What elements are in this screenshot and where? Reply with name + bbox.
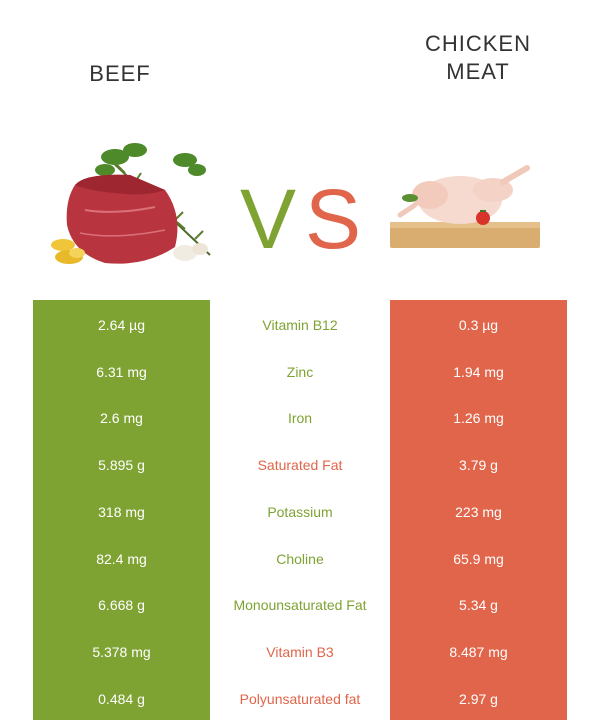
beef-value: 82.4 mg — [96, 551, 147, 567]
chicken-value: 223 mg — [455, 504, 502, 520]
chicken-value: 3.79 g — [459, 457, 498, 473]
nutrient-label: Vitamin B12 — [262, 317, 338, 333]
chicken-value: 5.34 g — [459, 597, 498, 613]
vs-mark: V S — [240, 172, 361, 260]
nutrient-label: Polyunsaturated fat — [239, 691, 361, 707]
beef-value: 6.31 mg — [96, 364, 147, 380]
nutrient-label: Saturated Fat — [257, 457, 343, 473]
beef-image — [51, 143, 211, 264]
beef-value: 6.668 g — [98, 597, 145, 613]
vs-letter-v: V — [240, 172, 296, 260]
nutrient-label: Vitamin B3 — [266, 644, 334, 660]
chicken-values-column: 0.3 µg 1.94 mg 1.26 mg 3.79 g 223 mg 65.9 mg 5… — [390, 300, 567, 720]
chicken-value: 0.3 µg — [458, 317, 499, 333]
beef-value: 0.484 g — [98, 691, 145, 707]
beef-value: 2.6 mg — [100, 410, 143, 426]
beef-value: 5.378 mg — [92, 644, 151, 660]
chicken-value: 1.94 mg — [453, 364, 504, 380]
vs-letter-s: S — [305, 172, 361, 260]
chicken-title-line2: MEAT — [446, 59, 510, 84]
chicken-value: 65.9 mg — [453, 551, 504, 567]
beef-value: 318 mg — [98, 504, 145, 520]
beef-value: 5.895 g — [98, 457, 145, 473]
nutrient-label: Zinc — [286, 364, 314, 380]
nutrient-label: Potassium — [267, 504, 333, 520]
nutrient-names-column: Vitamin B12 Zinc Iron Saturated Fat Potassiu… — [210, 300, 390, 720]
chicken-value: 2.97 g — [459, 691, 498, 707]
nutrient-label: Choline — [276, 551, 324, 567]
nutrient-label: Iron — [287, 410, 313, 426]
chicken-value: 1.26 mg — [453, 410, 504, 426]
nutrient-label: Monounsaturated Fat — [233, 597, 367, 613]
chicken-value: 8.487 mg — [449, 644, 508, 660]
chicken-title: CHICKEN MEAT — [378, 30, 578, 86]
chicken-title-line1: CHICKEN — [424, 31, 531, 56]
chicken-image — [390, 165, 540, 248]
beef-value: 2.64 µg — [98, 317, 145, 333]
beef-title: BEEF — [20, 60, 220, 88]
beef-title-text: BEEF — [89, 61, 151, 86]
beef-values-column: 2.64 µg 6.31 mg 2.6 mg 5.895 g 318 mg 82.4 mg… — [33, 300, 210, 720]
